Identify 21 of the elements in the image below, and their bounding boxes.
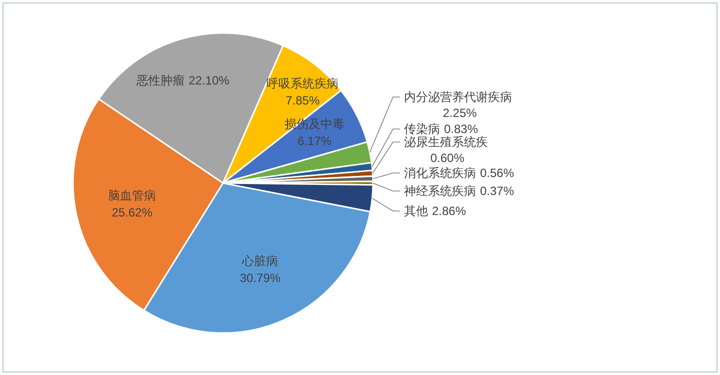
slice-label: 脑血管病 — [108, 188, 156, 202]
slice-label: 恶性肿瘤 — [136, 73, 185, 88]
data-label: 0.56% — [480, 166, 514, 180]
data-label: 0.37% — [480, 184, 514, 198]
slice-label: 损伤及中毒 — [284, 117, 345, 132]
slice-label: 消化系统疾病 — [404, 166, 476, 180]
data-label: 7.85% — [286, 94, 320, 108]
slice-label: 心脏病 — [241, 254, 278, 268]
slice-label: 泌尿生殖系统疾 — [404, 135, 488, 149]
data-label: 0.83% — [444, 122, 478, 136]
data-label: 6.17% — [298, 134, 332, 148]
slice-label: 内分泌营养代谢疾病 — [404, 90, 512, 104]
slice-label: 其他 — [404, 204, 428, 218]
data-label: 2.86% — [432, 204, 466, 218]
data-label: 30.79% — [240, 271, 281, 286]
data-label: 22.10% — [188, 73, 230, 88]
data-label: 2.25% — [442, 106, 478, 120]
slice-label: 传染病 — [404, 122, 440, 136]
data-label: 0.60% — [430, 151, 465, 165]
data-label: 25.62% — [112, 205, 153, 220]
slice-label: 神经系统疾病 — [404, 184, 476, 198]
